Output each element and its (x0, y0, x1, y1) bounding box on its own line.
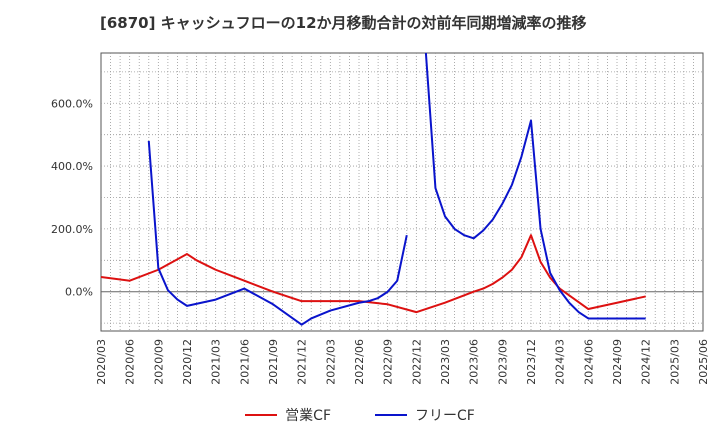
y-tick-label: 600.0% (51, 97, 93, 110)
x-tick-label: 2023/09 (496, 339, 509, 385)
x-tick-label: 2023/12 (525, 339, 538, 385)
x-tick-label: 2021/06 (238, 339, 251, 385)
series-line-free-cf (147, 140, 408, 326)
y-tick-label: 400.0% (51, 160, 93, 173)
x-tick-label: 2020/12 (181, 339, 194, 385)
series-lines (100, 52, 646, 326)
x-tick-label: 2020/09 (152, 339, 165, 385)
series-line-operating-cf (100, 234, 646, 314)
chart-title: [6870] キャッシュフローの12か月移動合計の対前年同期増減率の推移 (100, 14, 587, 32)
legend-swatch-operating-cf (245, 414, 278, 416)
y-axis-ticks: 0.0% 200.0% 400.0% 600.0% (51, 97, 93, 298)
y-tick-label: 200.0% (51, 223, 93, 236)
legend-swatch-free-cf (375, 414, 407, 416)
x-tick-label: 2025/06 (697, 339, 710, 385)
legend-label-free-cf: フリーCF (415, 408, 475, 424)
legend-item-free-cf: フリーCF (375, 405, 475, 425)
x-tick-label: 2022/09 (382, 339, 395, 385)
series-line-free-cf (424, 52, 646, 320)
x-tick-label: 2024/03 (554, 339, 567, 385)
x-tick-label: 2021/12 (296, 339, 309, 385)
x-tick-label: 2024/06 (582, 339, 595, 385)
x-tick-label: 2024/12 (640, 339, 653, 385)
x-axis-ticks: 2020/03 2020/06 2020/09 2020/12 2021/03 2021/… (95, 339, 710, 385)
x-tick-label: 2022/12 (410, 339, 423, 385)
x-tick-label: 2020/06 (124, 339, 137, 385)
x-tick-label: 2023/03 (439, 339, 452, 385)
x-tick-label: 2022/03 (324, 339, 337, 385)
legend-item-operating-cf: 営業CF (245, 405, 331, 425)
x-tick-label: 2021/09 (267, 339, 280, 385)
x-tick-label: 2024/09 (611, 339, 624, 385)
plot-area (100, 52, 704, 332)
y-tick-label: 0.0% (65, 286, 93, 299)
x-tick-label: 2020/03 (95, 339, 108, 385)
legend: 営業CF フリーCF (0, 405, 720, 425)
legend-label-operating-cf: 営業CF (285, 408, 331, 424)
x-tick-label: 2021/03 (210, 339, 223, 385)
x-tick-label: 2025/03 (668, 339, 681, 385)
x-tick-label: 2022/06 (353, 339, 366, 385)
x-tick-label: 2023/06 (468, 339, 481, 385)
